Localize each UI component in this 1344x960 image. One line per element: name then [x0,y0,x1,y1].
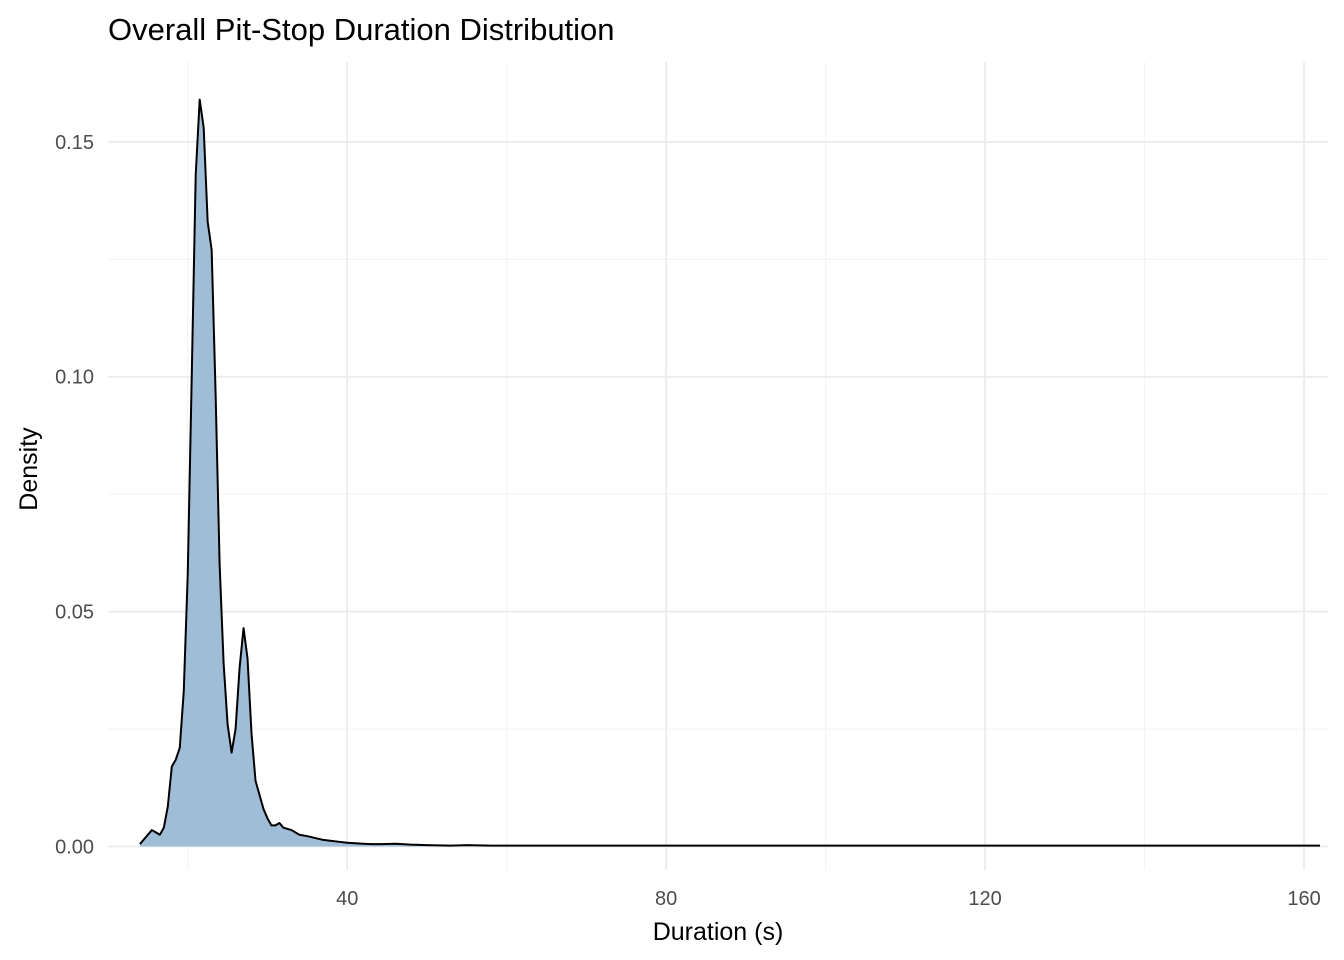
x-tick-label: 40 [336,888,358,910]
y-axis-title: Density [15,427,43,511]
y-tick-label: 0.05 [55,602,94,624]
x-axis-ticks: 40 80 120 160 [336,888,1321,910]
y-tick-label: 0.10 [55,367,94,389]
plot-area [139,98,1321,847]
x-tick-label: 160 [1287,888,1320,910]
major-gridlines [108,62,1328,870]
minor-gridlines [108,62,1328,870]
y-tick-label: 0.00 [55,837,94,859]
x-tick-label: 120 [968,888,1001,910]
y-axis-ticks: 0.00 0.05 0.10 0.15 [55,132,94,859]
x-axis-title: Duration (s) [653,918,784,946]
chart-title: Overall Pit-Stop Duration Distribution [108,12,615,47]
x-tick-label: 80 [655,888,677,910]
density-area [139,99,1321,847]
density-line [139,98,1321,847]
y-tick-label: 0.15 [55,132,94,154]
